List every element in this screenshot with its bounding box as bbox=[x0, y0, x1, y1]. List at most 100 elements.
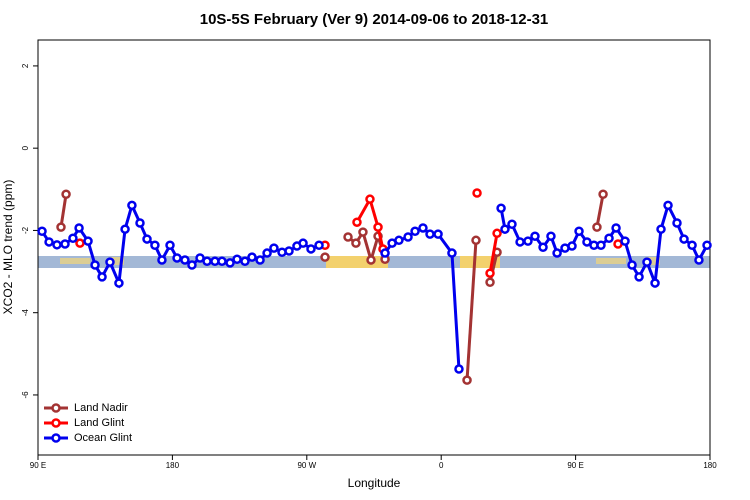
data-point bbox=[546, 231, 556, 241]
data-point bbox=[247, 252, 257, 262]
data-point bbox=[44, 237, 54, 247]
series-line bbox=[595, 193, 605, 228]
data-point bbox=[365, 194, 375, 204]
data-point bbox=[320, 252, 330, 262]
data-point bbox=[232, 254, 242, 264]
data-point bbox=[202, 256, 212, 267]
data-point bbox=[358, 227, 368, 237]
x-tick-label: 90 E bbox=[30, 461, 46, 470]
data-point bbox=[462, 375, 472, 385]
data-point bbox=[694, 255, 704, 265]
data-point bbox=[56, 222, 66, 232]
data-point bbox=[298, 238, 308, 248]
data-point bbox=[515, 237, 525, 247]
data-point bbox=[656, 224, 666, 234]
data-point bbox=[447, 248, 457, 258]
legend-label: Ocean Glint bbox=[74, 432, 132, 444]
x-tick-label: 180 bbox=[166, 461, 180, 470]
data-point bbox=[120, 224, 130, 234]
data-point bbox=[634, 272, 644, 282]
y-tick-label: 2 bbox=[21, 63, 30, 68]
data-point bbox=[352, 217, 362, 227]
data-point bbox=[269, 243, 279, 253]
data-point bbox=[642, 257, 652, 267]
data-point bbox=[195, 253, 205, 263]
data-point bbox=[180, 255, 190, 265]
data-point bbox=[418, 223, 428, 233]
data-point bbox=[114, 278, 124, 288]
data-point bbox=[240, 256, 250, 267]
data-point bbox=[496, 203, 506, 213]
data-point bbox=[165, 240, 175, 250]
data-point bbox=[530, 231, 540, 241]
data-point bbox=[75, 238, 85, 248]
data-point bbox=[492, 228, 502, 239]
legend-marker bbox=[51, 418, 61, 428]
x-tick-label: 90 W bbox=[297, 461, 316, 470]
data-point bbox=[172, 253, 182, 263]
data-point bbox=[574, 226, 584, 237]
data-point bbox=[425, 229, 435, 239]
data-point bbox=[351, 238, 361, 248]
series-line bbox=[465, 240, 478, 381]
y-tick-label: -2 bbox=[21, 226, 30, 234]
chart-title: 10S-5S February (Ver 9) 2014-09-06 to 20… bbox=[200, 11, 549, 28]
series-line bbox=[383, 226, 461, 370]
data-point bbox=[343, 232, 353, 242]
data-point bbox=[410, 226, 420, 237]
data-point bbox=[373, 222, 383, 232]
data-point bbox=[142, 234, 152, 244]
data-point bbox=[472, 188, 482, 198]
x-axis-label: Longitude bbox=[348, 476, 401, 490]
data-point bbox=[485, 268, 495, 278]
data-point bbox=[61, 189, 71, 199]
data-point bbox=[523, 236, 533, 246]
data-point bbox=[620, 236, 630, 246]
data-point bbox=[380, 248, 390, 258]
data-point bbox=[679, 234, 689, 244]
series-line bbox=[355, 195, 385, 250]
data-point bbox=[83, 236, 93, 246]
x-tick-label: 180 bbox=[703, 461, 717, 470]
data-point bbox=[485, 277, 495, 288]
data-point bbox=[598, 189, 608, 199]
data-point bbox=[225, 258, 235, 268]
data-point bbox=[596, 240, 606, 250]
data-point bbox=[37, 226, 47, 237]
data-point bbox=[592, 222, 602, 232]
data-point bbox=[702, 240, 712, 250]
data-point bbox=[68, 233, 78, 243]
data-point bbox=[127, 200, 137, 211]
y-tick-label: 0 bbox=[21, 145, 30, 150]
y-axis-label: XCO2 - MLO trend (ppm) bbox=[1, 180, 15, 315]
data-point bbox=[52, 240, 62, 250]
data-point bbox=[306, 244, 316, 254]
data-point bbox=[284, 246, 294, 256]
data-point bbox=[507, 219, 517, 230]
data-point bbox=[567, 241, 577, 251]
legend-marker bbox=[51, 403, 61, 413]
y-tick-label: -6 bbox=[21, 391, 30, 399]
legend-label: Land Glint bbox=[74, 417, 124, 429]
x-tick-label: 90 E bbox=[567, 461, 583, 470]
data-point bbox=[650, 278, 660, 288]
data-point bbox=[627, 260, 637, 270]
data-point bbox=[672, 218, 682, 228]
series-line bbox=[59, 194, 68, 228]
data-point bbox=[471, 235, 481, 246]
data-point bbox=[217, 256, 227, 267]
data-point bbox=[394, 235, 404, 246]
data-point bbox=[538, 242, 548, 253]
legend-marker bbox=[51, 433, 61, 443]
series-line bbox=[488, 233, 499, 274]
data-point bbox=[60, 239, 70, 249]
data-point bbox=[255, 255, 265, 265]
data-point bbox=[403, 232, 413, 242]
data-point bbox=[74, 223, 84, 233]
data-point bbox=[187, 260, 197, 270]
data-point bbox=[135, 218, 145, 228]
data-point bbox=[687, 240, 697, 250]
data-point bbox=[366, 255, 376, 265]
data-point bbox=[552, 248, 562, 258]
